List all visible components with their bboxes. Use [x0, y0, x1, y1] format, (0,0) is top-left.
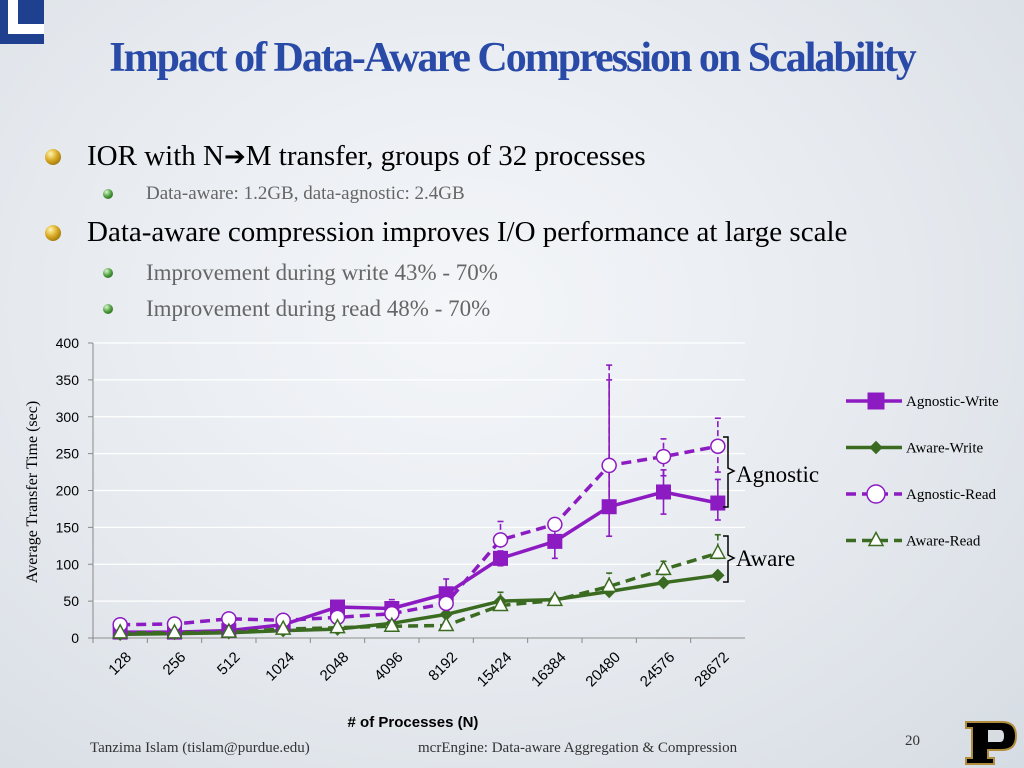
sub-bullet-dot-icon — [103, 189, 113, 199]
agnostic-read-point — [710, 438, 726, 454]
aware-read-point — [220, 622, 238, 638]
x-tick-label: 28672 — [691, 649, 733, 691]
series-lines — [120, 444, 719, 637]
y-tick-label: 250 — [56, 446, 80, 462]
bullet-1-text-after: M transfer, groups of 32 processes — [245, 140, 646, 172]
agnostic-read-legend-marker — [866, 484, 886, 504]
aware-read-point — [329, 618, 346, 634]
agnostic-read-point — [492, 532, 509, 548]
legend: Agnostic-Write Aware-Write Agnostic-Read Aw… — [846, 392, 999, 550]
agnostic-write-point — [601, 499, 617, 515]
aware-read-legend-marker — [867, 530, 885, 547]
sub-bullet-1-1-text: Data-aware: 1.2GB, data-agnostic: 2.4GB — [146, 183, 465, 204]
y-tick-label: 200 — [56, 483, 80, 499]
aware-write-point — [656, 575, 671, 590]
agnostic-write-line — [120, 490, 719, 634]
agnostic-read-point — [655, 448, 672, 465]
agnostic-read-point — [547, 516, 563, 533]
y-tick-label: 400 — [56, 335, 80, 351]
slide-title: Impact of Data-Aware Compression on Scal… — [109, 35, 916, 81]
agnostic-write-point — [547, 533, 563, 549]
x-tick-label: 2048 — [317, 649, 353, 685]
x-tick-label: 24576 — [637, 649, 679, 691]
bullet-dot-icon — [45, 224, 61, 241]
page-number: 20 — [905, 733, 920, 749]
aware-read-point — [546, 590, 564, 607]
aware-read-point — [600, 576, 618, 593]
aware-read-point — [274, 619, 292, 635]
y-tick-label: 300 — [56, 409, 80, 425]
aware-read-point — [166, 623, 183, 639]
aware-bracket — [723, 535, 736, 583]
y-tick-label: 350 — [56, 372, 80, 388]
series-markers — [111, 438, 727, 642]
footer-author: Tanzima Islam (tislam@purdue.edu) — [90, 740, 310, 756]
sub-bullet-2-2: Improvement during read 48% - 70% — [103, 296, 490, 322]
aware-read-point — [709, 543, 727, 559]
x-tick-label: 512 — [214, 649, 244, 679]
x-axis-ticks: 128 256 512 1024 2048 4096 8192 15424 16384 20480… — [92, 638, 733, 691]
bullet-2: Data-aware compression improves I/O perf… — [45, 216, 847, 249]
aware-read-legend-label: Aware-Read — [906, 534, 981, 550]
agnostic-write-point — [656, 484, 671, 500]
aware-write-line — [120, 573, 719, 637]
bullet-1-text-before: IOR with N — [87, 140, 224, 172]
corner-logo-icon — [0, 0, 44, 44]
purdue-p-logo-icon — [965, 721, 1018, 765]
arrow-icon: ➔ — [223, 141, 246, 172]
x-axis-label: # of Processes (N) — [348, 714, 479, 731]
agnostic-bracket — [723, 436, 736, 508]
x-tick-label: 256 — [160, 649, 190, 679]
aware-read-point — [655, 559, 672, 576]
agnostic-read-point — [601, 457, 617, 474]
agnostic-write-legend-label: Agnostic-Write — [906, 394, 999, 410]
y-tick-label: 150 — [56, 519, 80, 535]
bullet-dot-icon — [45, 148, 61, 165]
x-tick-label: 4096 — [371, 649, 407, 685]
aware-read-point — [383, 616, 401, 632]
x-tick-label: 1024 — [262, 649, 298, 685]
chart-gridlines — [88, 342, 745, 639]
y-tick-label: 100 — [56, 556, 80, 572]
agnostic-write-point — [493, 550, 508, 566]
annotations: Agnostic Aware — [723, 436, 819, 583]
aware-annotation: Aware — [736, 546, 795, 571]
y-axis-label: Average Transfer Time (sec) — [24, 401, 41, 583]
y-axis-ticks: 0 50 100 150 200 250 300 350 400 — [56, 335, 80, 646]
aware-write-legend-label: Aware-Write — [906, 441, 983, 457]
agnostic-write-legend-marker — [867, 392, 885, 410]
y-tick-label: 0 — [71, 630, 79, 646]
x-tick-label: 20480 — [582, 649, 624, 691]
sub-bullet-2-1-text: Improvement during write 43% - 70% — [146, 260, 498, 285]
sub-bullet-2-2-text: Improvement during read 48% - 70% — [146, 296, 491, 321]
agnostic-read-legend-label: Agnostic-Read — [906, 487, 996, 503]
agnostic-annotation: Agnostic — [736, 462, 819, 487]
aware-read-line — [120, 551, 719, 635]
agnostic-read-point — [438, 595, 454, 612]
agnostic-write-point — [710, 495, 726, 511]
x-tick-label: 128 — [105, 649, 135, 679]
aware-write-point — [711, 568, 725, 583]
bullet-1: IOR with N ➔ M transfer, groups of 32 pr… — [45, 140, 646, 173]
agnostic-read-line — [120, 444, 719, 627]
x-tick-label: 8192 — [425, 649, 461, 685]
aware-read-point — [492, 595, 509, 612]
y-tick-label: 50 — [63, 593, 79, 609]
aware-read-point — [437, 615, 455, 632]
sub-bullet-dot-icon — [103, 268, 113, 278]
footer-title: mcrEngine: Data-aware Aggregation & Comp… — [418, 740, 738, 756]
aware-write-legend-marker — [869, 440, 883, 455]
x-tick-label: 16384 — [528, 649, 570, 691]
x-tick-label: 15424 — [474, 649, 516, 691]
sub-bullet-2-1: Improvement during write 43% - 70% — [103, 260, 498, 286]
bullet-2-text: Data-aware compression improves I/O perf… — [87, 216, 848, 248]
sub-bullet-1-1: Data-aware: 1.2GB, data-agnostic: 2.4GB — [103, 183, 465, 205]
sub-bullet-dot-icon — [103, 304, 113, 314]
aware-read-point — [111, 623, 129, 639]
